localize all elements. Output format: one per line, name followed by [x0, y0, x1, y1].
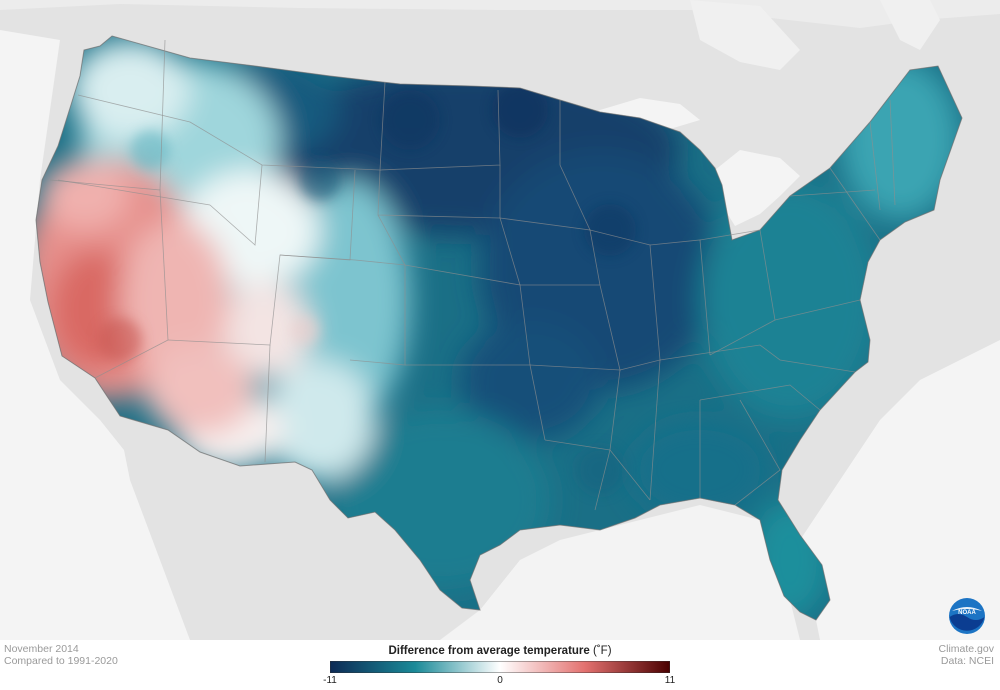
- site-credit: Climate.gov: [938, 643, 994, 655]
- legend-tick-mid: 0: [497, 675, 503, 686]
- legend-tick-max: 11: [664, 675, 676, 686]
- map-caption: November 2014 Compared to 1991-2020: [4, 643, 118, 667]
- data-source: Data: NCEI: [940, 655, 994, 667]
- legend-title-text: Difference from average temperature: [388, 645, 590, 657]
- legend-tick-min: -11: [323, 675, 337, 686]
- temperature-anomaly-map: [0, 0, 1000, 640]
- baseline-label: Compared to 1991-2020: [4, 655, 118, 667]
- state-borders: [35, 35, 963, 621]
- month-label: November 2014: [4, 643, 79, 655]
- credits: Climate.gov Data: NCEI: [939, 643, 994, 667]
- legend-color-bar: [330, 661, 670, 673]
- noaa-logo-icon[interactable]: NOAA: [948, 597, 986, 635]
- lake-huron-erie: [715, 150, 800, 226]
- legend-title: Difference from average temperature (˚F): [330, 645, 670, 657]
- legend-unit: (˚F): [593, 645, 612, 657]
- noaa-logo-text: NOAA: [958, 610, 976, 616]
